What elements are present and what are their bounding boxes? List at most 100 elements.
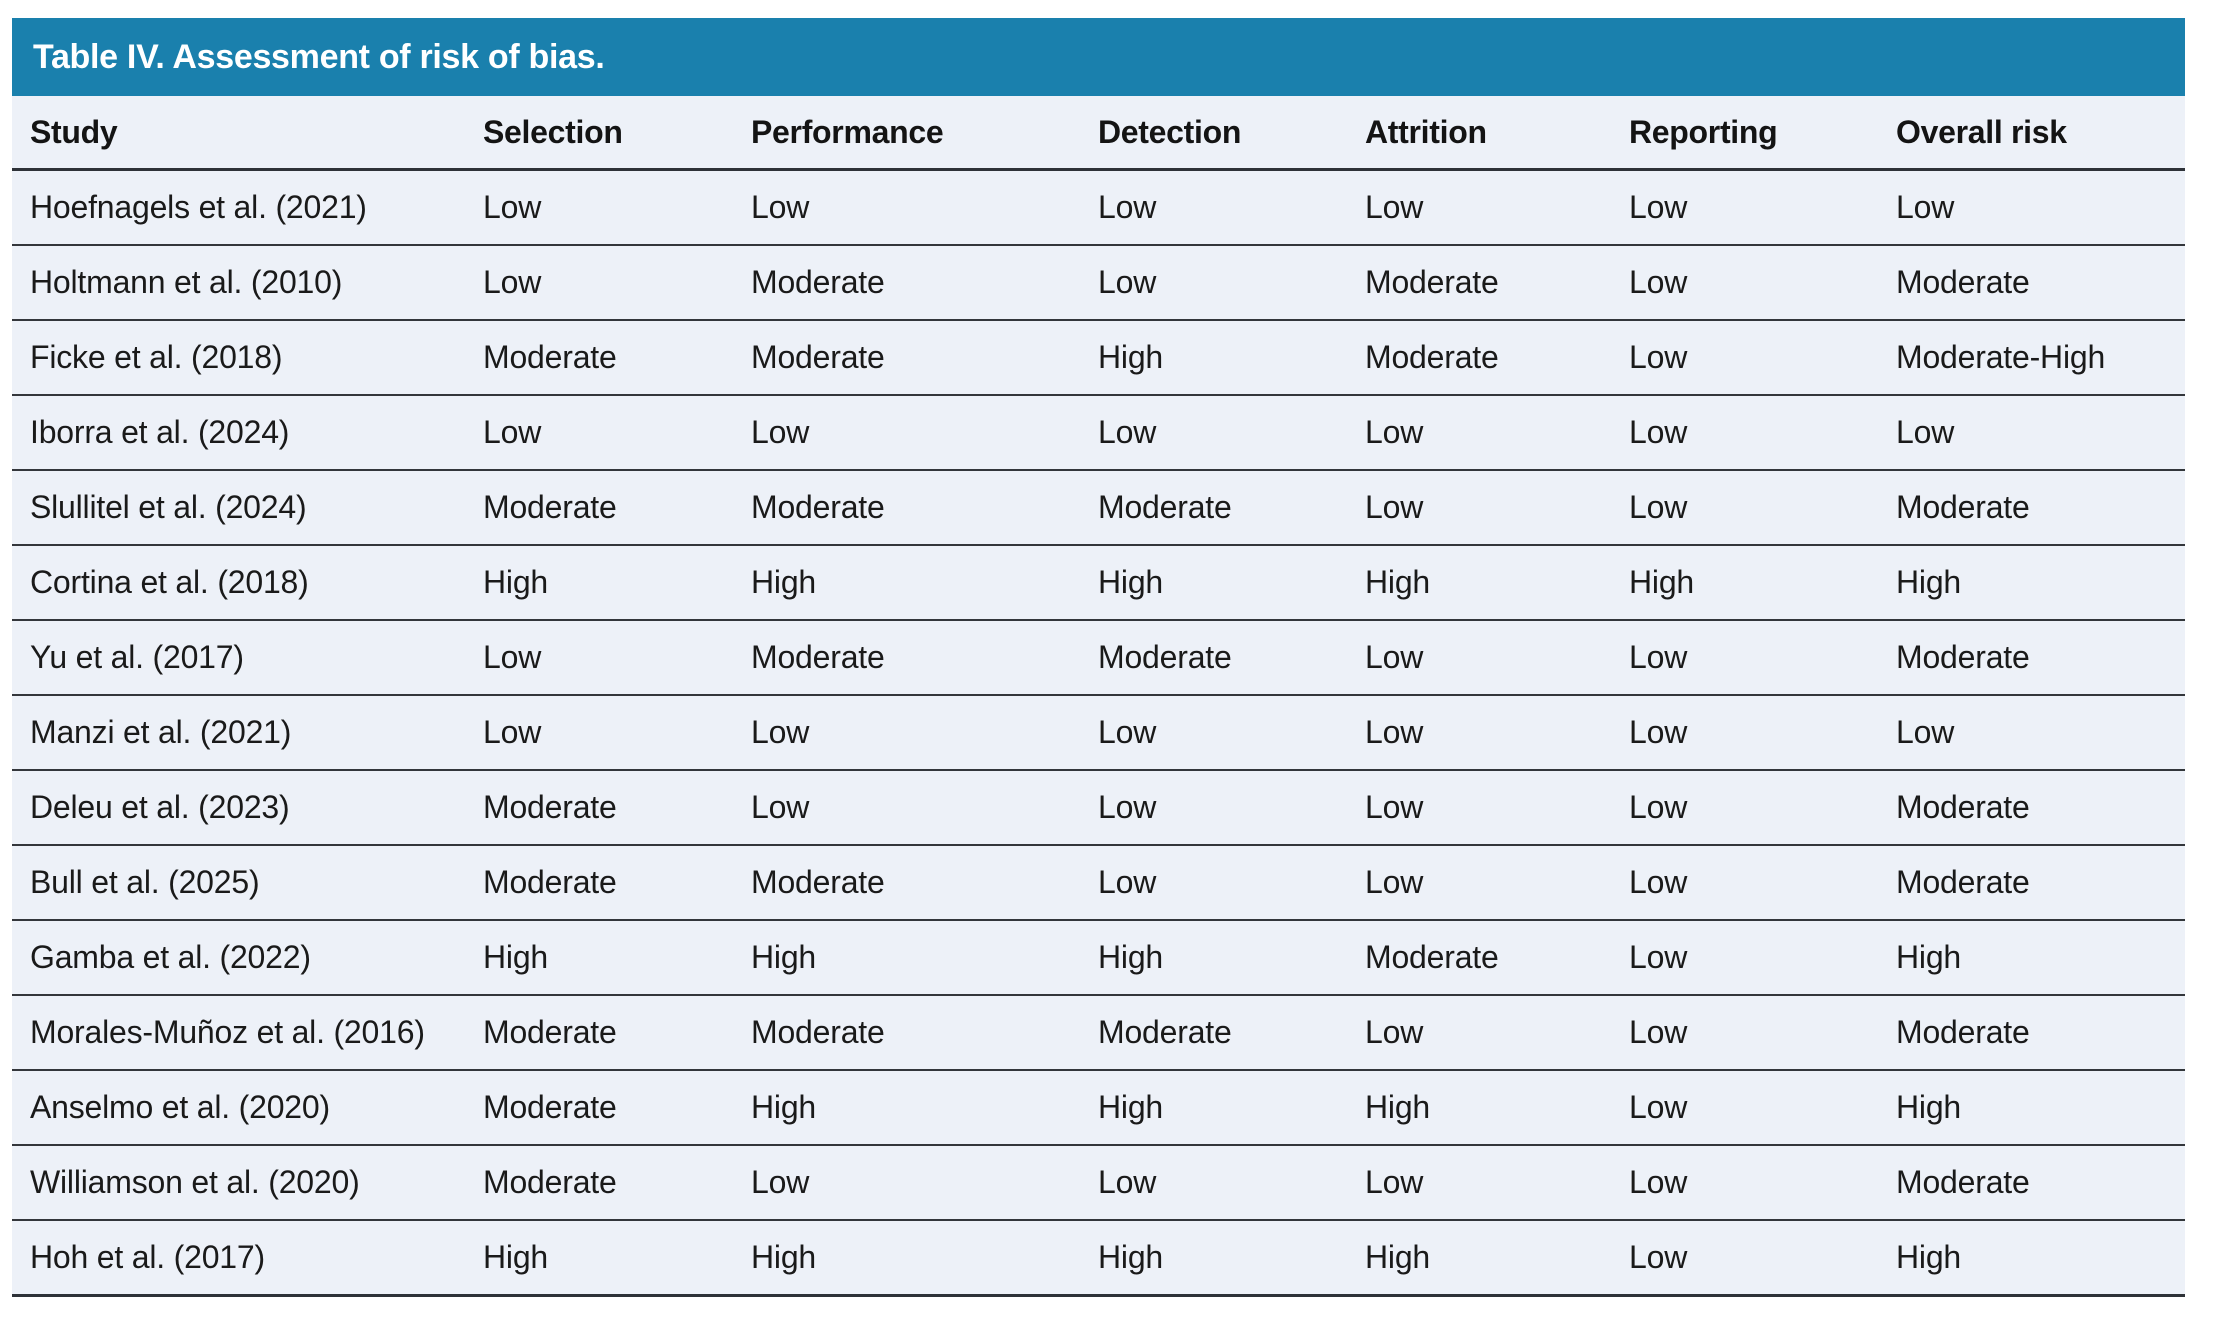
study-cell: Williamson et al. (2020) — [12, 1145, 465, 1221]
table-row: Williamson et al. (2020) Moderate Low Low Lo… — [12, 1145, 2185, 1221]
rating-cell: Low — [1611, 845, 1878, 921]
rating-cell: Low — [733, 695, 1080, 771]
rating-cell: Low — [1611, 995, 1878, 1071]
rating-cell: High — [733, 920, 1080, 996]
rating-cell: Low — [1611, 1145, 1878, 1221]
rating-cell: Low — [733, 1145, 1080, 1221]
rating-cell: Moderate — [1347, 320, 1611, 396]
rating-cell: High — [1080, 920, 1347, 996]
study-cell: Morales-Muñoz et al. (2016) — [12, 995, 465, 1071]
rating-cell: Low — [465, 620, 733, 696]
study-cell: Gamba et al. (2022) — [12, 920, 465, 996]
table-row: Yu et al. (2017) Low Moderate Moderate Low Lo… — [12, 620, 2185, 696]
rating-cell: Moderate — [733, 245, 1080, 321]
table-row: Anselmo et al. (2020) Moderate High High Hig… — [12, 1070, 2185, 1146]
rating-cell: Moderate — [733, 320, 1080, 396]
study-cell: Slullitel et al. (2024) — [12, 470, 465, 546]
rating-cell: Low — [1347, 695, 1611, 771]
rating-cell: High — [1878, 1070, 2185, 1146]
rating-cell: Moderate — [1878, 1145, 2185, 1221]
rating-cell: High — [1080, 545, 1347, 621]
table-title-bar: Table IV. Assessment of risk of bias. — [12, 18, 2185, 96]
rating-cell: Low — [1347, 1145, 1611, 1221]
rating-cell: Low — [1611, 1070, 1878, 1146]
study-cell: Manzi et al. (2021) — [12, 695, 465, 771]
rating-cell: Low — [1347, 995, 1611, 1071]
rating-cell: Moderate — [465, 845, 733, 921]
rating-cell: High — [1878, 1220, 2185, 1297]
rating-cell: Low — [1878, 695, 2185, 771]
rating-cell: Moderate — [1080, 620, 1347, 696]
column-header-study: Study — [12, 96, 465, 171]
study-cell: Iborra et al. (2024) — [12, 395, 465, 471]
table-row: Ficke et al. (2018) Moderate Moderate High M… — [12, 320, 2185, 396]
rating-cell: Moderate — [1347, 920, 1611, 996]
rating-cell: High — [1080, 320, 1347, 396]
table-row: Holtmann et al. (2010) Low Moderate Low Mode… — [12, 245, 2185, 321]
rating-cell: Low — [733, 770, 1080, 846]
rating-cell: Moderate — [733, 470, 1080, 546]
rating-cell: Moderate — [1080, 995, 1347, 1071]
rating-cell: High — [1878, 545, 2185, 621]
rating-cell: High — [733, 545, 1080, 621]
rating-cell: Low — [465, 395, 733, 471]
study-cell: Ficke et al. (2018) — [12, 320, 465, 396]
rating-cell: Low — [1347, 470, 1611, 546]
table-row: Hoh et al. (2017) High High High High Low High — [12, 1220, 2185, 1297]
rating-cell: High — [1347, 545, 1611, 621]
rating-cell: High — [465, 545, 733, 621]
rating-cell: Low — [1611, 695, 1878, 771]
rating-cell: Low — [1080, 169, 1347, 246]
rating-cell: Moderate — [733, 620, 1080, 696]
study-cell: Bull et al. (2025) — [12, 845, 465, 921]
column-header-detection: Detection — [1080, 96, 1347, 171]
rating-cell: Low — [1080, 1145, 1347, 1221]
rating-cell: Low — [1611, 320, 1878, 396]
rating-cell: Moderate — [733, 995, 1080, 1071]
rating-cell: Moderate — [1878, 770, 2185, 846]
rating-cell: Low — [465, 169, 733, 246]
table-row: Morales-Muñoz et al. (2016) Moderate Moder… — [12, 995, 2185, 1071]
study-cell: Holtmann et al. (2010) — [12, 245, 465, 321]
rating-cell: Moderate — [1878, 620, 2185, 696]
rating-cell: Moderate — [465, 1070, 733, 1146]
risk-table: Study Selection Performance Detection Attrit… — [12, 96, 2185, 1297]
rating-cell: Moderate — [733, 845, 1080, 921]
rating-cell: Moderate — [465, 470, 733, 546]
study-cell: Yu et al. (2017) — [12, 620, 465, 696]
table-row: Manzi et al. (2021) Low Low Low Low Low Low — [12, 695, 2185, 771]
table-row: Iborra et al. (2024) Low Low Low Low Low Low — [12, 395, 2185, 471]
rating-cell: High — [465, 1220, 733, 1297]
rating-cell: Low — [1347, 620, 1611, 696]
rating-cell: High — [1080, 1070, 1347, 1146]
rating-cell: High — [465, 920, 733, 996]
table-row: Gamba et al. (2022) High High High Moderate L… — [12, 920, 2185, 996]
rating-cell: Moderate — [465, 1145, 733, 1221]
rating-cell: Low — [1611, 920, 1878, 996]
table-header: Study Selection Performance Detection Attrit… — [12, 96, 2185, 171]
table-body: Hoefnagels et al. (2021) Low Low Low Low Low L… — [12, 169, 2185, 1297]
rating-cell: Moderate — [1878, 470, 2185, 546]
rating-cell: Low — [733, 169, 1080, 246]
rating-cell: Low — [1611, 1220, 1878, 1297]
rating-cell: High — [1347, 1220, 1611, 1297]
study-cell: Anselmo et al. (2020) — [12, 1070, 465, 1146]
column-header-selection: Selection — [465, 96, 733, 171]
rating-cell: Low — [1611, 245, 1878, 321]
rating-cell: High — [1080, 1220, 1347, 1297]
rating-cell: High — [1347, 1070, 1611, 1146]
rating-cell: Low — [1347, 169, 1611, 246]
rating-cell: Moderate-High — [1878, 320, 2185, 396]
risk-of-bias-table-block: Table IV. Assessment of risk of bias. St… — [12, 18, 2185, 1297]
table-row: Deleu et al. (2023) Moderate Low Low Low Low M… — [12, 770, 2185, 846]
study-cell: Hoh et al. (2017) — [12, 1220, 465, 1297]
study-cell: Deleu et al. (2023) — [12, 770, 465, 846]
study-cell: Cortina et al. (2018) — [12, 545, 465, 621]
header-row: Study Selection Performance Detection Attrit… — [12, 96, 2185, 171]
rating-cell: Low — [465, 245, 733, 321]
rating-cell: Low — [1611, 470, 1878, 546]
rating-cell: Moderate — [1878, 845, 2185, 921]
rating-cell: Low — [1080, 770, 1347, 846]
table-row: Slullitel et al. (2024) Moderate Moderate M… — [12, 470, 2185, 546]
